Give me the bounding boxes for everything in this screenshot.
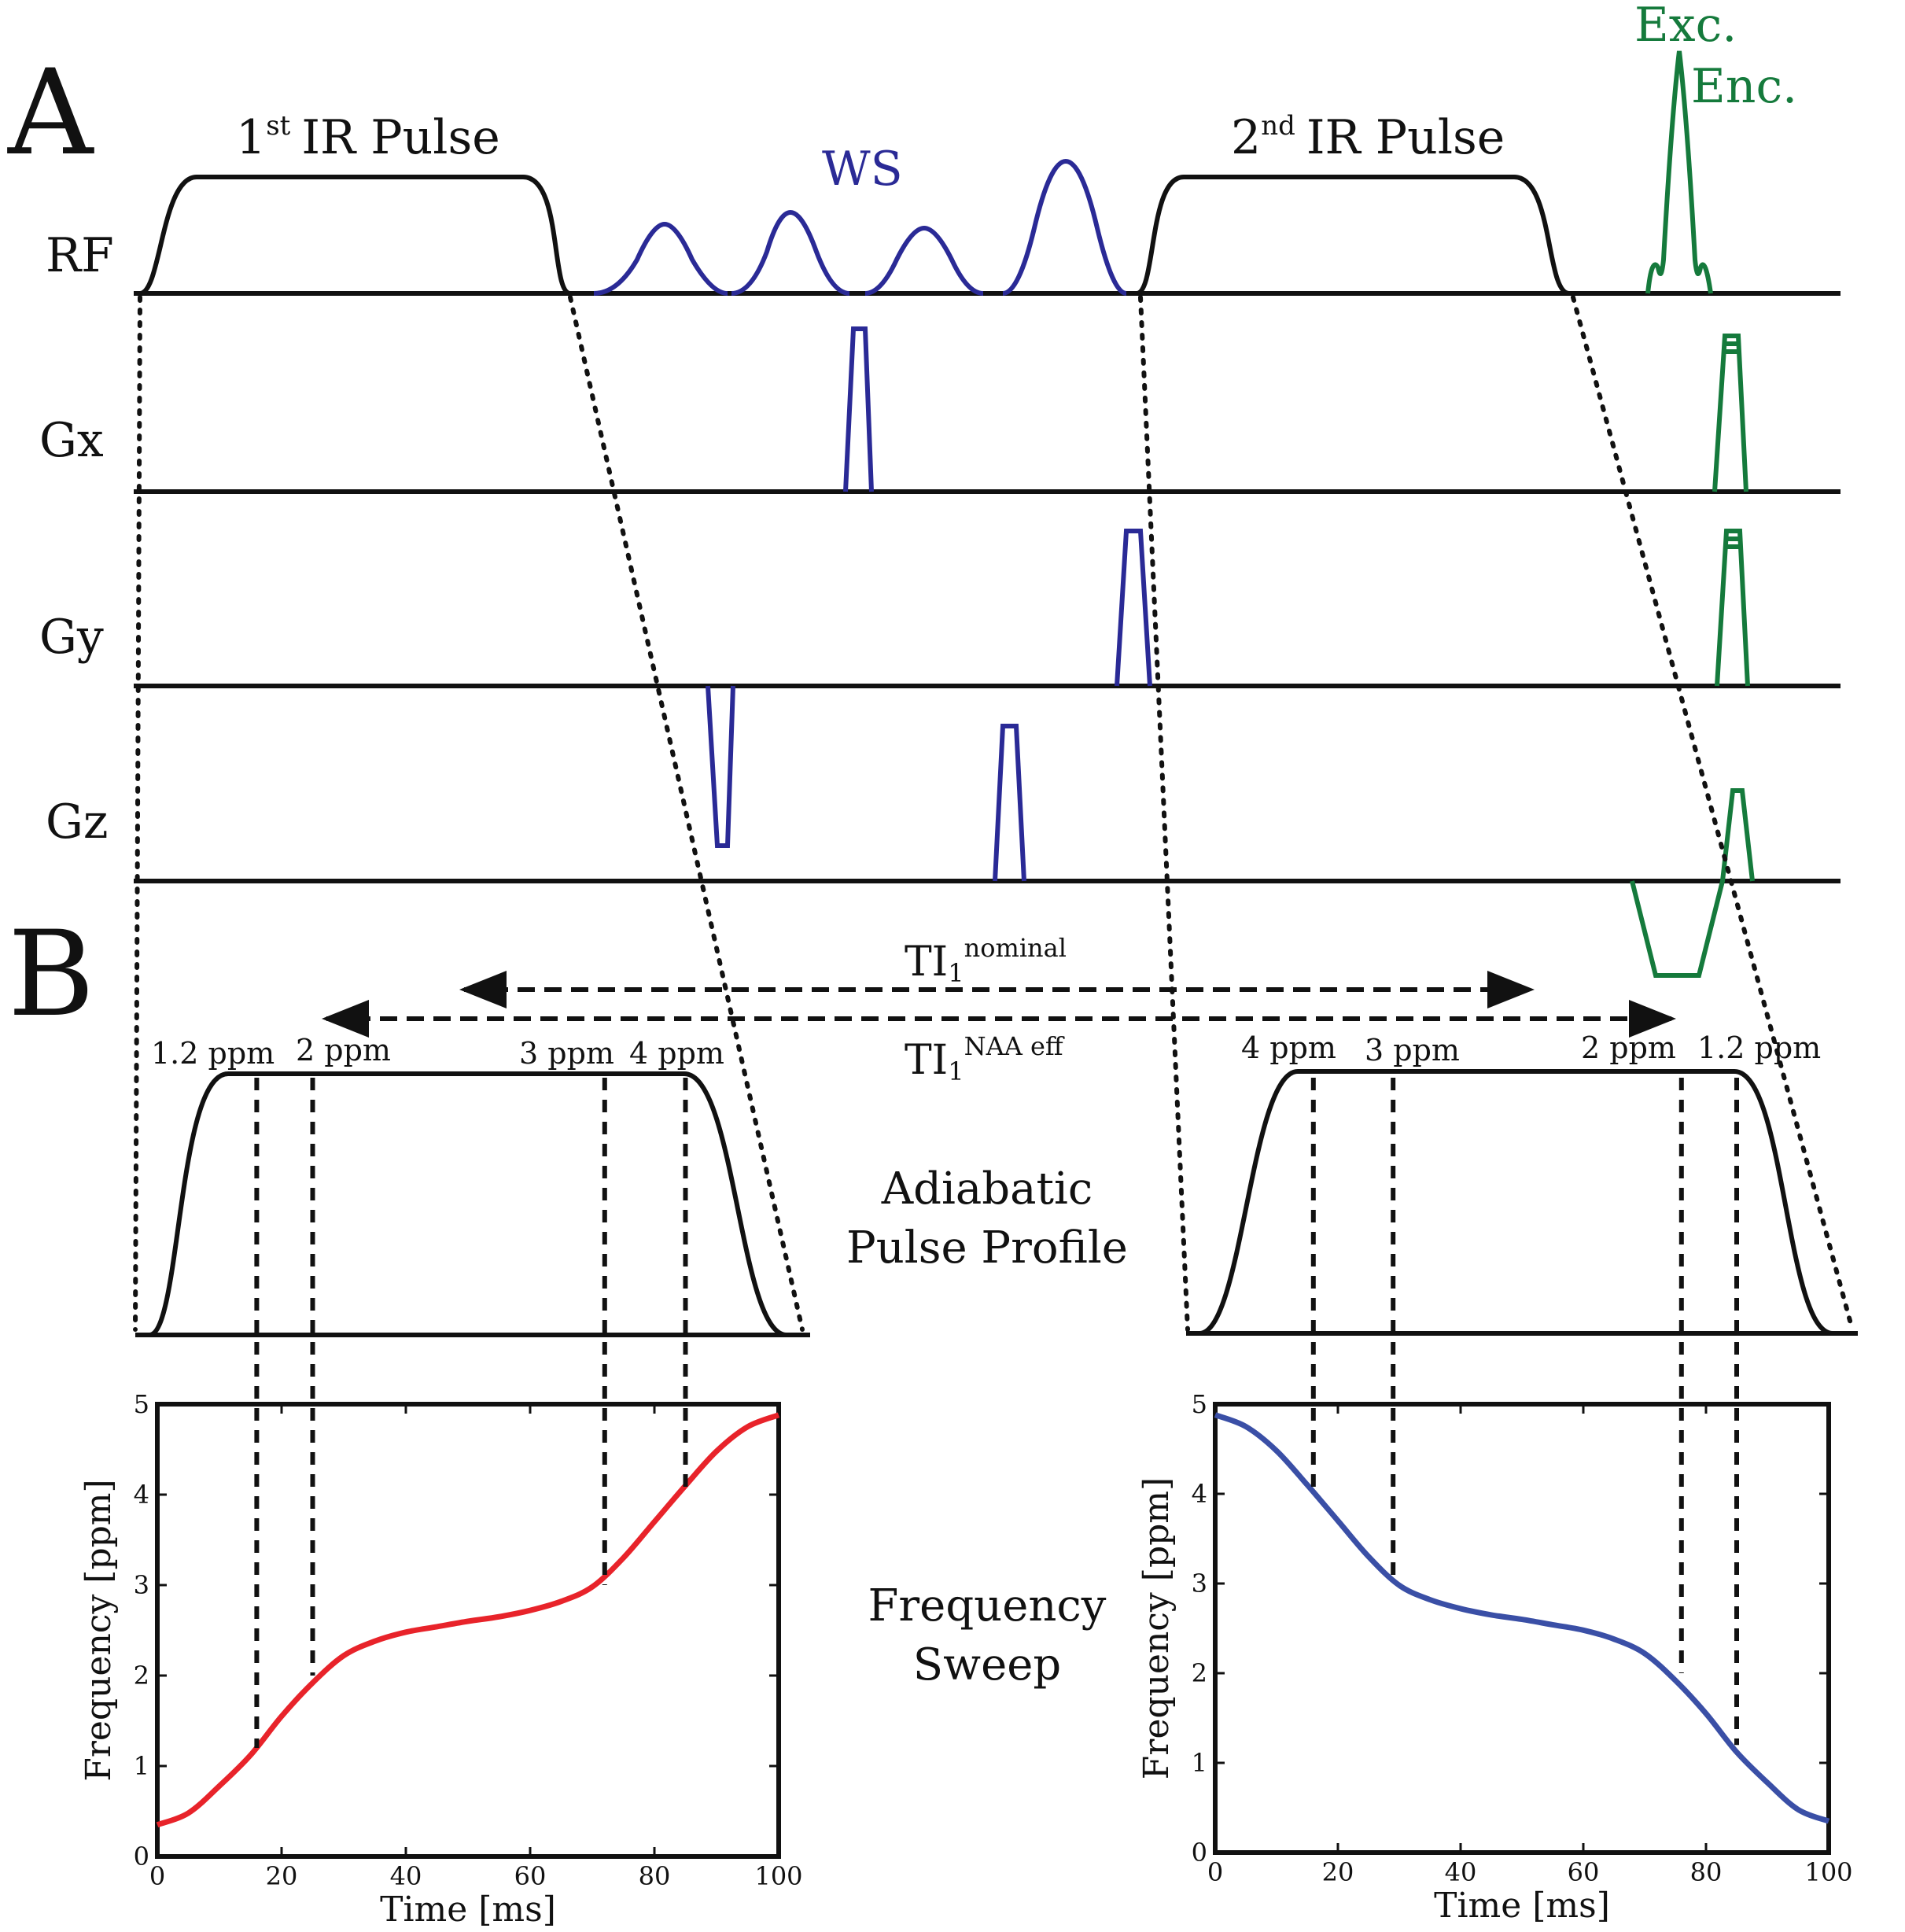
readout-gy-gradient xyxy=(1715,529,1750,687)
exc-label: Exc. xyxy=(1634,0,1737,53)
ti-naa-eff-label: TI1NAA eff xyxy=(905,1031,1065,1086)
first-ir-title: 1st IR Pulse xyxy=(236,110,500,165)
y-tick-label: 2 xyxy=(134,1661,149,1690)
second-ir-pulse xyxy=(1135,175,1570,296)
first-ir-pulse xyxy=(139,175,572,296)
ws-gx-crusher xyxy=(843,326,874,492)
ws-gz-crusher-1 xyxy=(706,685,735,848)
sweep-series-line xyxy=(156,1412,780,1828)
left-ppm-label-4: 4 ppm xyxy=(629,1036,724,1071)
pulse-profile-label: Pulse Profile xyxy=(846,1222,1128,1274)
exc-rf-pulse xyxy=(1645,50,1713,294)
readout-gx-gradient xyxy=(1712,334,1748,492)
y-axis-label: Frequency [ppm] xyxy=(1137,1477,1177,1779)
connector-second-ir-start xyxy=(1138,295,1190,1332)
connector-second-ir-end xyxy=(1571,295,1855,1332)
frequency-sweep-label: Frequency xyxy=(868,1580,1107,1632)
x-axis-label: Time [ms] xyxy=(380,1890,556,1930)
y-tick-label: 4 xyxy=(134,1480,149,1510)
right-ppm-label-4: 1.2 ppm xyxy=(1697,1031,1821,1065)
second-ir-title: 2nd IR Pulse xyxy=(1231,110,1505,165)
left-ppm-label-2: 2 ppm xyxy=(296,1033,391,1067)
x-tick-label: 100 xyxy=(754,1861,802,1891)
x-tick-label: 80 xyxy=(1690,1857,1723,1887)
x-tick-label: 80 xyxy=(639,1861,671,1891)
row-label-gy: Gy xyxy=(39,610,104,665)
row-label-rf: RF xyxy=(46,228,114,283)
ws-rf-pulse-2 xyxy=(731,209,850,296)
x-tick-label: 60 xyxy=(514,1861,547,1891)
ws-label: WS xyxy=(822,142,903,197)
left-ppm-label-1: 1.2 ppm xyxy=(151,1036,275,1071)
row-label-gz: Gz xyxy=(46,795,109,850)
x-tick-label: 0 xyxy=(1207,1857,1223,1887)
sequence-baselines xyxy=(134,291,1841,883)
plot-frame xyxy=(1213,1402,1831,1855)
panel-label-a: A xyxy=(7,45,94,182)
adiabatic-profile-label: Adiabatic xyxy=(881,1163,1093,1215)
ws-rf-pulse-1 xyxy=(593,221,728,296)
x-tick-label: 40 xyxy=(1445,1857,1477,1887)
ws-rf-pulse-4 xyxy=(1002,158,1127,296)
x-tick-label: 100 xyxy=(1804,1857,1852,1887)
y-tick-label: 1 xyxy=(1192,1748,1207,1778)
y-tick-label: 2 xyxy=(1192,1658,1207,1688)
ws-gz-crusher-2 xyxy=(993,724,1026,882)
ws-gy-crusher xyxy=(1115,529,1152,687)
enc-label: Enc. xyxy=(1691,59,1797,114)
x-tick-label: 0 xyxy=(149,1861,165,1891)
x-tick-label: 20 xyxy=(266,1861,298,1891)
right-ppm-label-3: 2 ppm xyxy=(1581,1031,1676,1065)
row-label-gx: Gx xyxy=(39,413,104,468)
y-tick-label: 5 xyxy=(134,1389,149,1419)
y-tick-label: 3 xyxy=(134,1570,149,1600)
ws-rf-pulse-3 xyxy=(864,225,984,296)
plot-frame xyxy=(155,1402,781,1859)
right-adiabatic-profile xyxy=(1199,1069,1833,1336)
left-ppm-label-3: 3 ppm xyxy=(519,1036,614,1071)
readout-gz-gradient xyxy=(1630,788,1755,978)
panel-label-b: B xyxy=(8,906,94,1043)
connector-first-ir-end xyxy=(568,295,805,1332)
y-tick-label: 3 xyxy=(1192,1569,1207,1598)
y-tick-label: 1 xyxy=(134,1751,149,1781)
sweep-series-line xyxy=(1214,1412,1830,1824)
y-axis-label: Frequency [ppm] xyxy=(79,1479,119,1781)
right-ppm-label-1: 4 ppm xyxy=(1241,1031,1336,1065)
frequency-sweep-chart-left: 0 20 40 60 80 100 0 1 2 3 4 5 Time [ms] Frequency [pp… xyxy=(79,1078,803,1930)
left-adiabatic-profile xyxy=(148,1071,787,1337)
y-tick-label: 0 xyxy=(134,1842,149,1871)
frequency-sweep-chart-right: 0 20 40 60 80 100 0 1 2 3 4 5 Time [ms] Frequency [pp… xyxy=(1137,1078,1853,1926)
x-tick-label: 20 xyxy=(1322,1857,1354,1887)
x-axis-label: Time [ms] xyxy=(1434,1886,1610,1926)
y-tick-label: 0 xyxy=(1192,1838,1207,1867)
ti-nominal-label: TI1nominal xyxy=(905,933,1067,988)
x-tick-label: 60 xyxy=(1568,1857,1600,1887)
connector-first-ir-start xyxy=(133,295,142,1332)
sweep-label: Sweep xyxy=(913,1639,1061,1690)
right-ppm-label-2: 3 ppm xyxy=(1365,1033,1460,1067)
x-tick-label: 40 xyxy=(390,1861,422,1891)
y-tick-label: 4 xyxy=(1192,1479,1207,1509)
y-tick-label: 5 xyxy=(1192,1389,1207,1419)
